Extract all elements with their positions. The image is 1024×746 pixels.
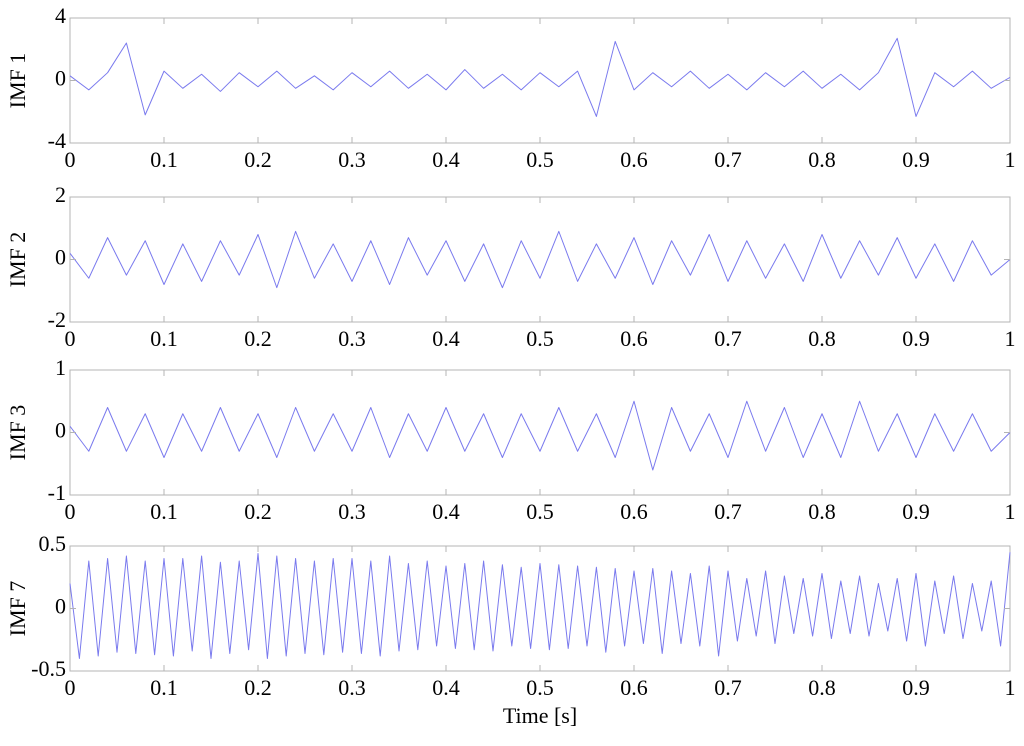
x-tick-label: 0.6: [620, 499, 648, 524]
y-axis-label: IMF 1: [5, 53, 30, 109]
x-tick-label: 0.7: [714, 326, 742, 351]
x-tick-label: 0.8: [808, 147, 836, 172]
x-tick-label: 1: [1005, 147, 1016, 172]
x-tick-label: 0.5: [526, 147, 554, 172]
x-tick-label: 0.2: [244, 675, 272, 700]
x-tick-label: 0: [65, 499, 76, 524]
signal-line: [69, 552, 1011, 659]
x-tick-label: 0.9: [902, 147, 930, 172]
x-tick-label: 0.5: [526, 326, 554, 351]
x-tick-label: 0.9: [902, 675, 930, 700]
x-tick-label: 0.1: [150, 147, 178, 172]
x-tick-label: 0.8: [808, 499, 836, 524]
x-tick-label: 0.6: [620, 675, 648, 700]
x-tick-label: 0.2: [244, 147, 272, 172]
plot-frame: [69, 369, 1011, 496]
x-tick-label: 0.6: [620, 147, 648, 172]
x-tick-label: 1: [1005, 326, 1016, 351]
x-tick-label: 0.8: [808, 326, 836, 351]
x-tick-label: 0.5: [526, 675, 554, 700]
x-tick-label: 0: [65, 147, 76, 172]
signal-line: [69, 230, 1011, 289]
x-tick-label: 0.2: [244, 326, 272, 351]
x-tick-label: 0.3: [338, 675, 366, 700]
x-tick-label: 0.5: [526, 499, 554, 524]
x-tick-label: 0.4: [432, 326, 460, 351]
y-tick-label: 0: [55, 66, 66, 91]
x-tick-label: 0.9: [902, 326, 930, 351]
signal-line: [69, 400, 1011, 471]
signal-line: [69, 37, 1011, 117]
x-tick-label: 1: [1005, 675, 1016, 700]
y-tick-label: 0: [55, 245, 66, 270]
x-tick-label: 0.8: [808, 675, 836, 700]
x-tick-label: 0.4: [432, 499, 460, 524]
y-tick-label: 2: [55, 182, 66, 207]
x-tick-label: 0.7: [714, 499, 742, 524]
x-tick-label: 0.7: [714, 675, 742, 700]
y-tick-label: 0.5: [39, 531, 67, 556]
x-tick-label: 0.3: [338, 147, 366, 172]
plot-frame: [69, 17, 1011, 144]
y-axis-label: IMF 7: [5, 581, 30, 637]
x-axis-label: Time [s]: [503, 703, 577, 728]
x-tick-label: 0.1: [150, 675, 178, 700]
x-tick-label: 0: [65, 675, 76, 700]
x-tick-label: 0.3: [338, 326, 366, 351]
subplot: 0 0.1 0.2 0.3 0.4 0.5 0.6 0.7 0.8 0.9 1-0.500.5IMF…: [5, 531, 1015, 728]
y-axis-label: IMF 2: [5, 232, 30, 288]
y-tick-label: -4: [48, 128, 66, 153]
x-tick-label: 0.2: [244, 499, 272, 524]
y-axis-label: IMF 3: [5, 405, 30, 461]
y-tick-label: 1: [55, 355, 66, 380]
plot-frame: [69, 196, 1011, 323]
y-tick-label: 0: [55, 594, 66, 619]
x-tick-label: 0.4: [432, 675, 460, 700]
y-tick-label: 0: [55, 418, 66, 443]
x-tick-label: 0.6: [620, 326, 648, 351]
x-tick-label: 0.3: [338, 499, 366, 524]
y-tick-label: 4: [55, 3, 66, 28]
y-tick-label: -1: [48, 480, 66, 505]
y-tick-label: -0.5: [31, 656, 66, 681]
x-tick-label: 0.4: [432, 147, 460, 172]
x-tick-label: 0.1: [150, 326, 178, 351]
y-tick-label: -2: [48, 307, 66, 332]
x-tick-label: 1: [1005, 499, 1016, 524]
x-tick-label: 0.7: [714, 147, 742, 172]
x-tick-label: 0.9: [902, 499, 930, 524]
x-tick-label: 0: [65, 326, 76, 351]
x-tick-label: 0.1: [150, 499, 178, 524]
